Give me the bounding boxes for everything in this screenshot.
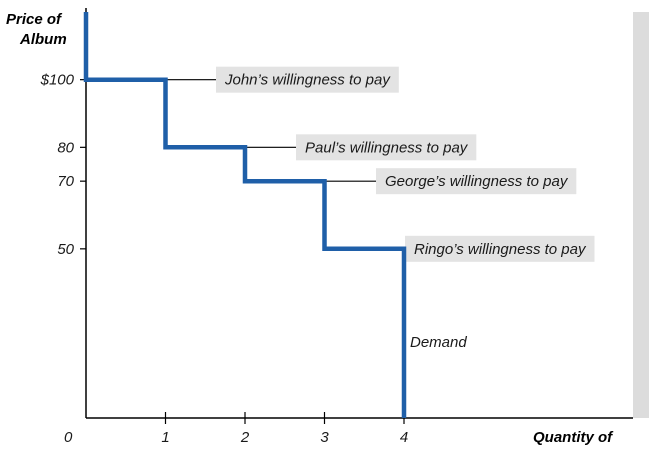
y-tick-label: $100 [40,72,75,89]
y-tick-label: 50 [57,241,74,258]
origin-label: 0 [64,429,73,446]
label-text: George’s willingness to pay [385,173,569,190]
x-tick-label: 3 [320,429,329,446]
willingness-label: Paul’s willingness to pay [296,134,477,161]
label-box [376,168,577,195]
label-text: Paul’s willingness to pay [305,139,469,156]
y-axis-title-line1: Price of [6,11,63,28]
x-tick-label: 2 [240,429,250,446]
label-text: Ringo’s willingness to pay [414,241,587,258]
y-tick-label: 80 [57,139,74,156]
label-box [405,235,595,262]
label-box [296,134,477,161]
y-axis-title-line2: Album [19,31,67,48]
x-tick-label: 4 [400,429,408,446]
right-edge-panel [633,12,649,418]
y-tick-label: 70 [57,173,74,190]
willingness-label: George’s willingness to pay [376,168,577,195]
x-tick-label: 1 [161,429,169,446]
label-box [216,66,399,93]
demand-step-line [83,12,407,418]
label-text: John’s willingness to pay [224,72,391,89]
demand-series-label: Demand [410,334,467,351]
x-axis-title: Quantity of [533,429,614,446]
willingness-label: John’s willingness to pay [216,66,399,93]
willingness-label: Ringo’s willingness to pay [405,235,595,262]
